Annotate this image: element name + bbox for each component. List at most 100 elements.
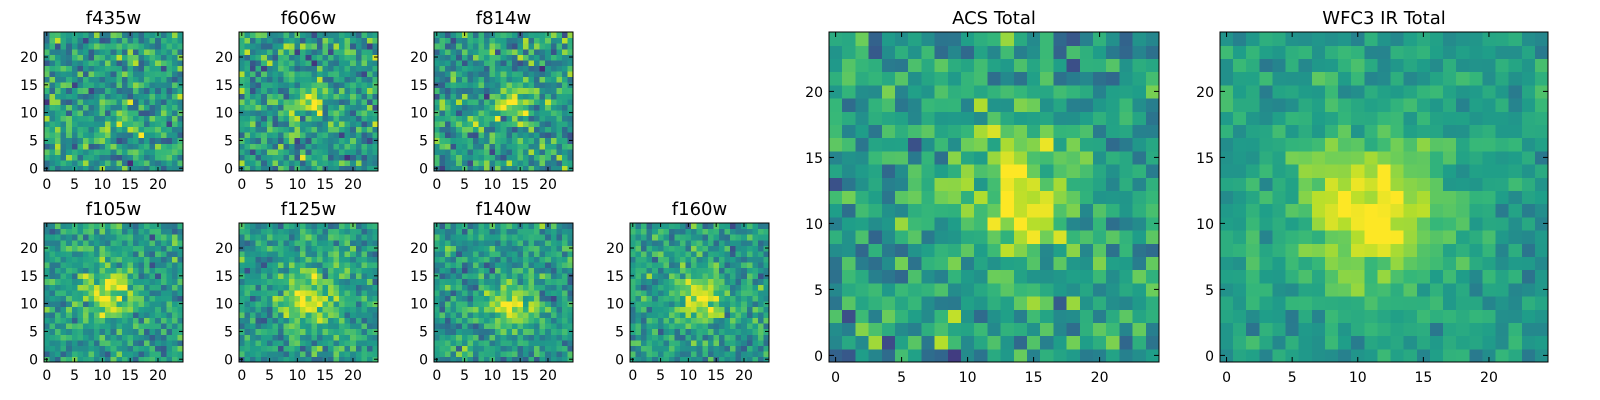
heatmap-cell: [149, 356, 156, 363]
heatmap-cell: [255, 148, 262, 155]
y-tick-label: 20: [20, 241, 38, 257]
heatmap-cell: [138, 273, 145, 280]
heatmap-cell: [132, 137, 140, 144]
heatmap-cell: [355, 323, 362, 330]
heatmap-cell: [355, 256, 362, 263]
heatmap-cell: [55, 148, 62, 155]
heatmap-cell: [506, 82, 513, 89]
heatmap-cell: [506, 132, 513, 139]
heatmap-cell: [99, 284, 106, 291]
heatmap-cell: [550, 228, 557, 235]
heatmap-cell: [752, 273, 759, 280]
heatmap-cell: [663, 289, 670, 296]
heatmap-cell: [652, 289, 659, 296]
heatmap-cell: [445, 93, 452, 100]
heatmap-cell: [255, 65, 262, 72]
heatmap-cell: [556, 148, 563, 155]
heatmap-cell: [339, 104, 346, 111]
heatmap-cell: [545, 289, 552, 296]
heatmap-cell: [641, 300, 648, 307]
heatmap-cell: [1145, 348, 1160, 363]
heatmap-cell: [691, 356, 698, 363]
heatmap-cell: [344, 65, 351, 72]
heatmap-cell: [283, 48, 290, 55]
heatmap-cell: [763, 339, 770, 346]
heatmap-cell: [724, 234, 731, 241]
heatmap-cell: [250, 148, 257, 155]
heatmap-cell: [534, 76, 541, 83]
heatmap-cell: [171, 115, 179, 122]
heatmap-cell: [506, 300, 513, 307]
heatmap-cell: [361, 245, 368, 252]
heatmap-cell: [495, 345, 502, 352]
heatmap-cell: [339, 245, 346, 252]
heatmap-cell: [277, 245, 285, 252]
heatmap-cell: [652, 317, 659, 324]
heatmap-cell: [121, 87, 128, 94]
heatmap-cell: [1119, 177, 1134, 191]
heatmap-cell: [155, 323, 162, 330]
heatmap-cell: [339, 76, 346, 83]
heatmap-cell: [283, 317, 290, 324]
heatmap-cell: [294, 43, 301, 50]
heatmap-cell: [881, 256, 896, 271]
heatmap-cell: [277, 356, 285, 363]
heatmap-cell: [149, 70, 156, 78]
heatmap-cell: [266, 345, 273, 352]
heatmap-cell: [534, 148, 541, 155]
heatmap-cell: [680, 306, 687, 313]
heatmap-cell: [99, 334, 106, 341]
heatmap-cell: [49, 295, 56, 302]
heatmap-cell: [467, 65, 474, 72]
x-tick-label: 15: [511, 368, 529, 384]
heatmap-cell: [489, 54, 496, 61]
heatmap-cell: [484, 70, 491, 78]
heatmap-cell: [294, 228, 301, 235]
heatmap-cell: [110, 245, 117, 252]
heatmap-cell: [1079, 322, 1094, 337]
heatmap-cell: [171, 93, 179, 100]
x-tick-label: 20: [735, 368, 753, 384]
heatmap-cell: [94, 250, 101, 257]
heatmap-cell: [746, 300, 753, 307]
heatmap-cell: [44, 261, 51, 269]
heatmap-cell: [545, 278, 552, 285]
heatmap-cell: [657, 323, 664, 330]
heatmap-cell: [244, 295, 251, 302]
heatmap-cell: [366, 289, 374, 296]
heatmap-cell: [472, 289, 480, 296]
heatmap-cell: [305, 223, 312, 230]
heatmap-cell: [177, 278, 184, 285]
heatmap-cell: [244, 32, 251, 39]
heatmap-cell: [250, 289, 257, 296]
heatmap-cell: [1066, 269, 1081, 284]
heatmap-cell: [663, 256, 670, 263]
heatmap-cell: [327, 250, 335, 257]
heatmap-cell: [763, 289, 770, 296]
heatmap-cell: [461, 306, 468, 313]
heatmap-cell: [556, 82, 563, 89]
heatmap-cell: [724, 339, 731, 346]
heatmap-cell: [495, 143, 502, 150]
heatmap-cell: [506, 267, 513, 274]
heatmap-cell: [947, 309, 962, 323]
heatmap-cell: [138, 250, 145, 257]
heatmap-cell: [741, 350, 748, 358]
heatmap-cell: [166, 65, 173, 72]
heatmap-cell: [311, 345, 318, 352]
heatmap-cell: [144, 120, 151, 128]
heatmap-cell: [322, 339, 329, 346]
heatmap-cell: [166, 165, 173, 172]
heatmap-cell: [685, 284, 692, 291]
heatmap-cell: [244, 328, 251, 335]
heatmap-cell: [763, 228, 770, 235]
heatmap-cell: [372, 126, 379, 133]
heatmap-cell: [177, 295, 184, 302]
heatmap-cells: [434, 32, 574, 172]
heatmap-cell: [171, 250, 179, 257]
heatmap-cell: [99, 54, 106, 61]
heatmap-cell: [250, 137, 257, 144]
heatmap-cell: [652, 261, 659, 269]
heatmap-cell: [311, 120, 318, 128]
heatmap-cell: [132, 43, 140, 50]
